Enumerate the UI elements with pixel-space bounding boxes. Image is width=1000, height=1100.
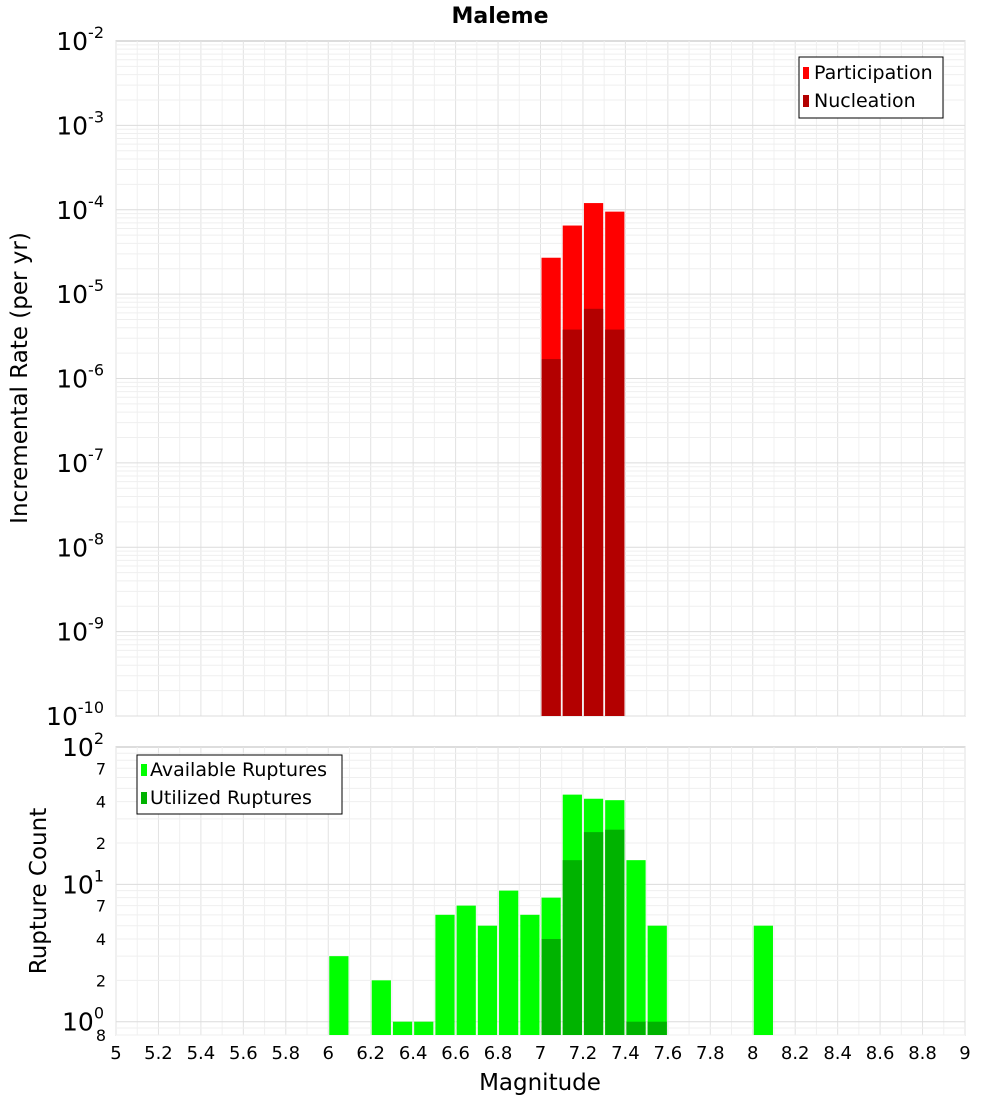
nucleation-bar <box>541 359 561 716</box>
x-tick-label: 7.8 <box>696 1043 725 1064</box>
x-tick-label: 7.2 <box>569 1043 598 1064</box>
available-ruptures-bar <box>329 956 349 1035</box>
x-tick-label: 7.6 <box>654 1043 683 1064</box>
y-tick-label: 10-3 <box>56 107 104 140</box>
y-tick-label: 100 <box>62 1004 104 1037</box>
x-tick-label: 5.6 <box>229 1043 258 1064</box>
nucleation-bar <box>605 329 625 716</box>
nucleation-bar <box>562 329 582 716</box>
x-tick-label: 8.8 <box>908 1043 937 1064</box>
available-ruptures-bar <box>753 925 773 1035</box>
x-tick-label: 8.4 <box>823 1043 852 1064</box>
participation-legend-swatch <box>803 67 809 79</box>
y-tick-label: 4 <box>96 793 106 812</box>
x-tick-label: 8 <box>747 1043 758 1064</box>
available-ruptures-bar <box>477 925 498 1035</box>
available-ruptures-bar <box>520 914 540 1035</box>
available-ruptures-bar <box>456 905 476 1035</box>
x-tick-label: 8.6 <box>866 1043 895 1064</box>
utilized-ruptures-bar <box>605 829 625 1035</box>
y-tick-label: 2 <box>96 834 106 853</box>
x-tick-label: 9 <box>959 1043 970 1064</box>
y-tick-label: 10-9 <box>56 614 104 647</box>
utilized-legend-label: Utilized Ruptures <box>150 787 312 809</box>
x-tick-label: 5.4 <box>187 1043 216 1064</box>
available-ruptures-bar <box>499 890 519 1035</box>
y-tick-label: 10-6 <box>56 361 104 394</box>
utilized-ruptures-bar <box>626 1021 646 1035</box>
available-ruptures-bar <box>435 914 455 1035</box>
chart-title: Maleme <box>451 4 548 29</box>
x-tick-label: 6.4 <box>399 1043 428 1064</box>
utilized-ruptures-bar <box>583 832 604 1035</box>
utilized-legend-swatch <box>141 792 147 804</box>
available-ruptures-bar <box>647 925 667 1035</box>
top-plot: 10-2 10-3 10-4 10-5 10-6 10-7 10-8 10-9 10-10 In… <box>7 23 966 731</box>
bottom-legend: Available Ruptures Utilized Ruptures <box>136 754 343 815</box>
top-legend-box <box>798 56 944 119</box>
y-tick-label: 7 <box>96 759 106 778</box>
x-tick-label: 7.4 <box>611 1043 640 1064</box>
y-tick-label: 10-7 <box>56 445 104 478</box>
y-tick-label: 101 <box>62 866 104 899</box>
top-legend: Participation Nucleation <box>798 56 944 119</box>
x-tick-label: 6.6 <box>441 1043 470 1064</box>
top-y-tick-labels: 10-2 10-3 10-4 10-5 10-6 10-7 10-8 10-9 10-10 <box>46 23 104 731</box>
x-tick-label: 6.8 <box>484 1043 513 1064</box>
x-tick-label: 6.2 <box>356 1043 385 1064</box>
available-legend-label: Available Ruptures <box>150 759 327 781</box>
participation-legend-label: Participation <box>814 62 933 84</box>
bottom-legend-box <box>136 754 343 815</box>
nucleation-legend-label: Nucleation <box>814 90 916 112</box>
x-axis-label: Magnitude <box>479 1070 601 1096</box>
y-tick-label: 8 <box>96 1026 106 1045</box>
utilized-ruptures-bar <box>647 1021 667 1035</box>
x-tick-label: 5.2 <box>144 1043 173 1064</box>
utilized-ruptures-bar <box>562 860 582 1035</box>
available-legend-swatch <box>141 764 147 776</box>
x-tick-label: 5 <box>110 1043 121 1064</box>
top-gridlines <box>115 41 966 717</box>
y-tick-label: 10-2 <box>56 23 104 56</box>
y-tick-label: 10-10 <box>46 698 104 731</box>
available-ruptures-bar <box>626 860 646 1035</box>
nucleation-legend-swatch <box>803 95 809 107</box>
y-tick-label: 4 <box>96 930 106 949</box>
y-tick-label: 10-4 <box>56 192 104 225</box>
nucleation-bar <box>583 308 604 716</box>
x-tick-label: 5.8 <box>271 1043 300 1064</box>
bottom-y-axis-label: Rupture Count <box>26 808 52 974</box>
y-tick-label: 2 <box>96 971 106 990</box>
top-y-axis-label: Incremental Rate (per yr) <box>7 232 33 524</box>
top-bars <box>541 203 625 716</box>
x-tick-labels: 5 5.2 5.4 5.6 5.8 6 6.2 6.4 6.6 6.8 7 7.2 7.4 7.6 7.8 8… <box>110 1043 970 1064</box>
available-ruptures-bar <box>371 980 391 1035</box>
x-tick-label: 6 <box>323 1043 334 1064</box>
bottom-bars <box>329 794 773 1035</box>
y-tick-label: 102 <box>62 729 104 762</box>
x-tick-label: 7 <box>535 1043 546 1064</box>
available-ruptures-bar <box>414 1021 434 1035</box>
x-tick-label: 8.2 <box>781 1043 810 1064</box>
y-tick-label: 10-5 <box>56 276 104 309</box>
utilized-ruptures-bar <box>541 939 561 1035</box>
available-ruptures-bar <box>392 1021 413 1035</box>
y-tick-label: 7 <box>96 897 106 916</box>
y-tick-label: 10-8 <box>56 529 104 562</box>
